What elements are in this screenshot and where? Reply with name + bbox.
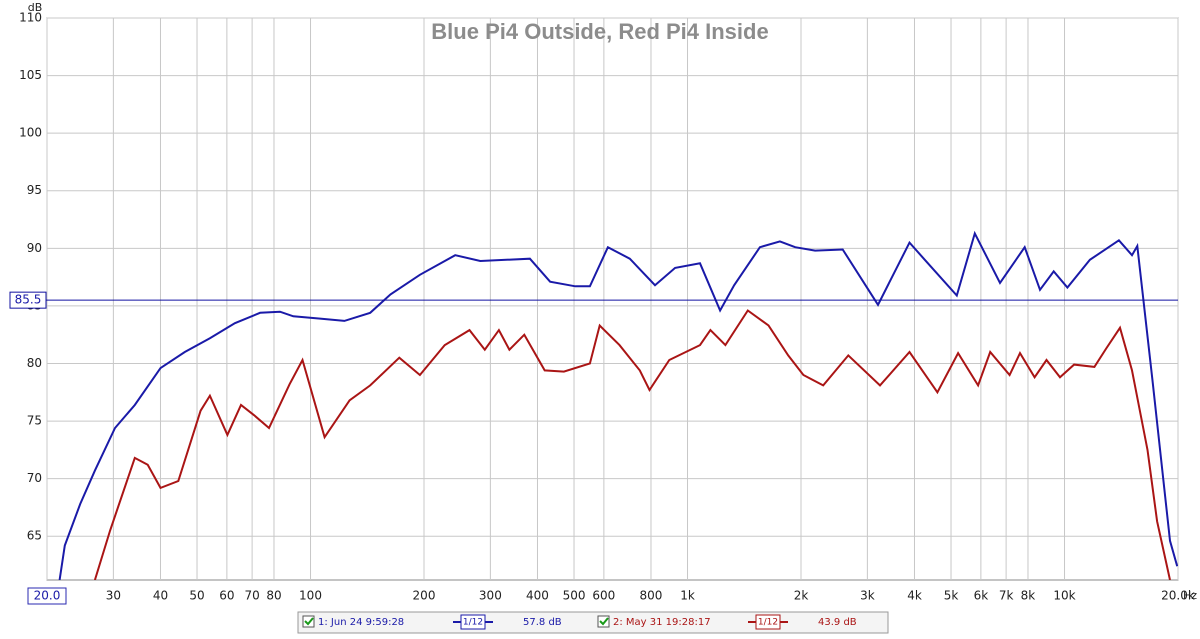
- y-tick-label: 75: [27, 414, 42, 428]
- x-tick-label: 6k: [974, 589, 989, 603]
- x-tick-label: 500: [563, 589, 586, 603]
- plot-area: [46, 17, 1179, 581]
- x-tick-label: 40: [153, 589, 168, 603]
- x-tick-label: 300: [479, 589, 502, 603]
- x-tick-label: 70: [244, 589, 259, 603]
- x-tick-label: 60: [219, 589, 234, 603]
- x-unit: Hz: [1183, 589, 1197, 602]
- chart-title: Blue Pi4 Outside, Red Pi4 Inside: [431, 19, 768, 44]
- x-tick-label: 20.0: [34, 589, 61, 603]
- y-unit: dB: [28, 1, 43, 14]
- x-tick-label: 100: [299, 589, 322, 603]
- x-tick-label: 20.0k: [1161, 589, 1195, 603]
- x-tick-label: 1k: [680, 589, 695, 603]
- series-line: [93, 309, 1171, 580]
- x-tick-label: 800: [640, 589, 663, 603]
- y-tick-label: 95: [27, 183, 42, 197]
- x-tick-label: 10k: [1053, 589, 1075, 603]
- legend-box: [297, 611, 889, 634]
- legend-level: 57.8 dB: [523, 617, 562, 628]
- y-tick-label: 80: [27, 356, 42, 370]
- y-tick-label: 100: [19, 126, 42, 140]
- legend-checkbox[interactable]: [302, 615, 315, 628]
- y-tick-label: 110: [19, 11, 42, 25]
- x-tick-label: 600: [592, 589, 615, 603]
- x-tick-label: 8k: [1021, 589, 1036, 603]
- legend-smoothing-box[interactable]: [460, 614, 486, 630]
- y-tick-label: 70: [27, 471, 42, 485]
- x-tick-label: 2k: [794, 589, 809, 603]
- x-tick-label: 30: [106, 589, 121, 603]
- legend-smoothing: 1/12: [463, 618, 483, 628]
- x-tick-label: 7k: [999, 589, 1014, 603]
- legend-check: [599, 617, 609, 626]
- legend-checkbox[interactable]: [597, 615, 610, 628]
- legend-smoothing: 1/12: [758, 618, 778, 628]
- cursor-box: [9, 291, 47, 309]
- x-tick-label: 50: [189, 589, 204, 603]
- x-tick-label: 80: [266, 589, 281, 603]
- x-start-box: [27, 587, 67, 605]
- cursor-label: 85.5: [15, 293, 42, 307]
- y-tick-label: 65: [27, 529, 42, 543]
- y-tick-label: 105: [19, 68, 42, 82]
- x-tick-label: 5k: [944, 589, 959, 603]
- legend-name: 2: May 31 19:28:17: [613, 617, 711, 628]
- legend-smoothing-box[interactable]: [755, 614, 781, 630]
- x-tick-label: 4k: [907, 589, 922, 603]
- legend-level: 43.9 dB: [818, 617, 857, 628]
- series-line: [58, 230, 1178, 580]
- x-tick-label: 400: [526, 589, 549, 603]
- x-tick-label: 200: [413, 589, 436, 603]
- x-tick-label: 3k: [860, 589, 875, 603]
- y-tick-label: 90: [27, 241, 42, 255]
- legend-check: [304, 617, 314, 626]
- legend-name: 1: Jun 24 9:59:28: [318, 617, 404, 628]
